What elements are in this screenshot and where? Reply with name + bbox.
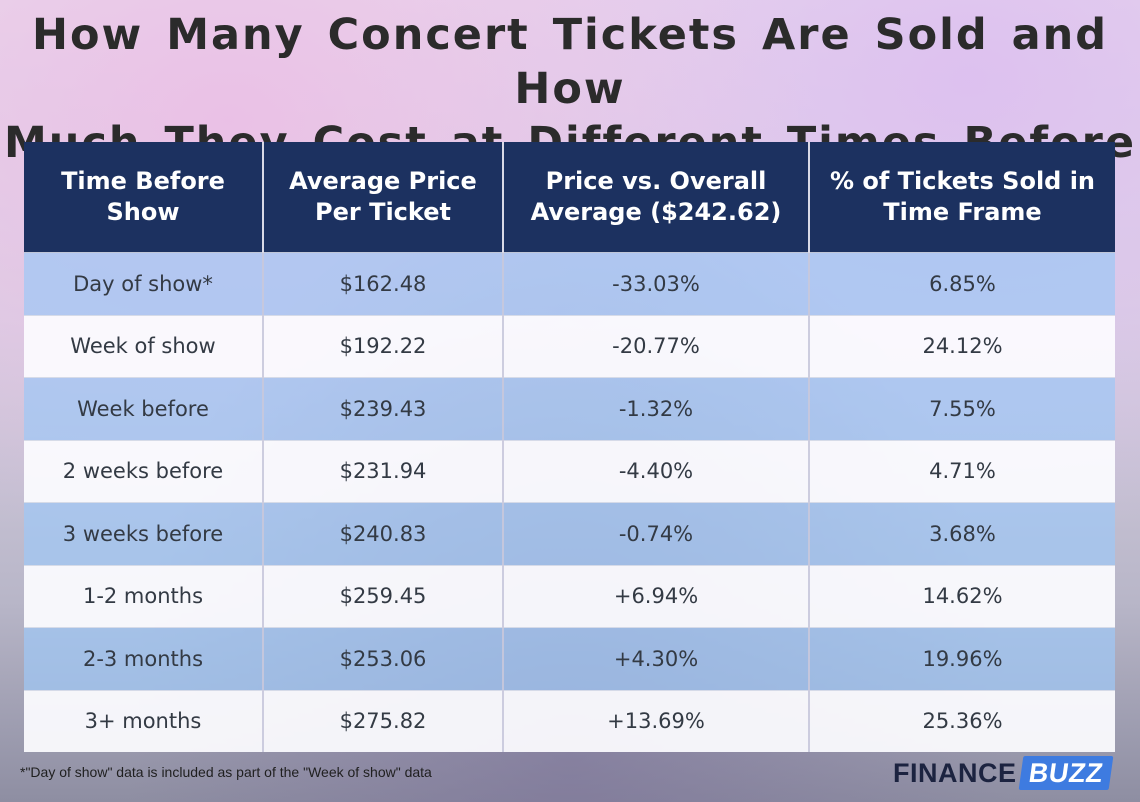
table-cell: Week of show — [24, 315, 264, 378]
table-cell: -33.03% — [503, 252, 810, 315]
table-row: 2-3 months $253.06 +4.30% 19.96% — [24, 627, 1115, 690]
table-row: 3 weeks before $240.83 -0.74% 3.68% — [24, 502, 1115, 565]
table-cell: 14.62% — [809, 565, 1115, 628]
table-cell: Day of show* — [24, 252, 264, 315]
table-cell: $259.45 — [263, 565, 504, 628]
table-cell: $239.43 — [263, 377, 504, 440]
column-header: Time Before Show — [24, 142, 264, 253]
table-row: 2 weeks before $231.94 -4.40% 4.71% — [24, 440, 1115, 503]
table-cell: Week before — [24, 377, 264, 440]
title-line-1: How Many Concert Tickets Are Sold and Ho… — [31, 10, 1109, 114]
table-cell: 3.68% — [809, 502, 1115, 565]
table-cell: -4.40% — [503, 440, 810, 503]
data-table: Time Before Show Average Price Per Ticke… — [24, 142, 1115, 752]
header-row: Time Before Show Average Price Per Ticke… — [24, 142, 1115, 253]
table-cell: 24.12% — [809, 315, 1115, 378]
table-row: Week before $239.43 -1.32% 7.55% — [24, 377, 1115, 440]
table-cell: $240.83 — [263, 502, 504, 565]
table-cell: $192.22 — [263, 315, 504, 378]
table-cell: 3 weeks before — [24, 502, 264, 565]
table-row: 1-2 months $259.45 +6.94% 14.62% — [24, 565, 1115, 628]
table-cell: $275.82 — [263, 690, 504, 752]
table-cell: 4.71% — [809, 440, 1115, 503]
table-cell: +4.30% — [503, 627, 810, 690]
column-header: Price vs. Overall Average ($242.62) — [503, 142, 810, 253]
table-cell: +6.94% — [503, 565, 810, 628]
table-cell: -1.32% — [503, 377, 810, 440]
logo-text-finance: FINANCE — [893, 757, 1017, 788]
table-cell: $162.48 — [263, 252, 504, 315]
table-cell: 7.55% — [809, 377, 1115, 440]
table-cell: -0.74% — [503, 502, 810, 565]
column-header: Average Price Per Ticket — [263, 142, 504, 253]
table-cell: +13.69% — [503, 690, 810, 752]
table-cell: 2-3 months — [24, 627, 264, 690]
table-cell: 3+ months — [24, 690, 264, 752]
table-cell: 25.36% — [809, 690, 1115, 752]
table-row: 3+ months $275.82 +13.69% 25.36% — [24, 690, 1115, 752]
table-cell: -20.77% — [503, 315, 810, 378]
footnote: *"Day of show" data is included as part … — [20, 764, 432, 780]
table-row: Day of show* $162.48 -33.03% 6.85% — [24, 252, 1115, 315]
table-cell: $231.94 — [263, 440, 504, 503]
table-row: Week of show $192.22 -20.77% 24.12% — [24, 315, 1115, 378]
table-cell: 1-2 months — [24, 565, 264, 628]
table-cell: 19.96% — [809, 627, 1115, 690]
table-cell: 6.85% — [809, 252, 1115, 315]
financebuzz-logo: FINANCE BUZZ — [893, 756, 1113, 790]
column-header: % of Tickets Sold in Time Frame — [809, 142, 1115, 253]
table-cell: $253.06 — [263, 627, 504, 690]
logo-text-buzz: BUZZ — [1018, 756, 1113, 790]
table-cell: 2 weeks before — [24, 440, 264, 503]
